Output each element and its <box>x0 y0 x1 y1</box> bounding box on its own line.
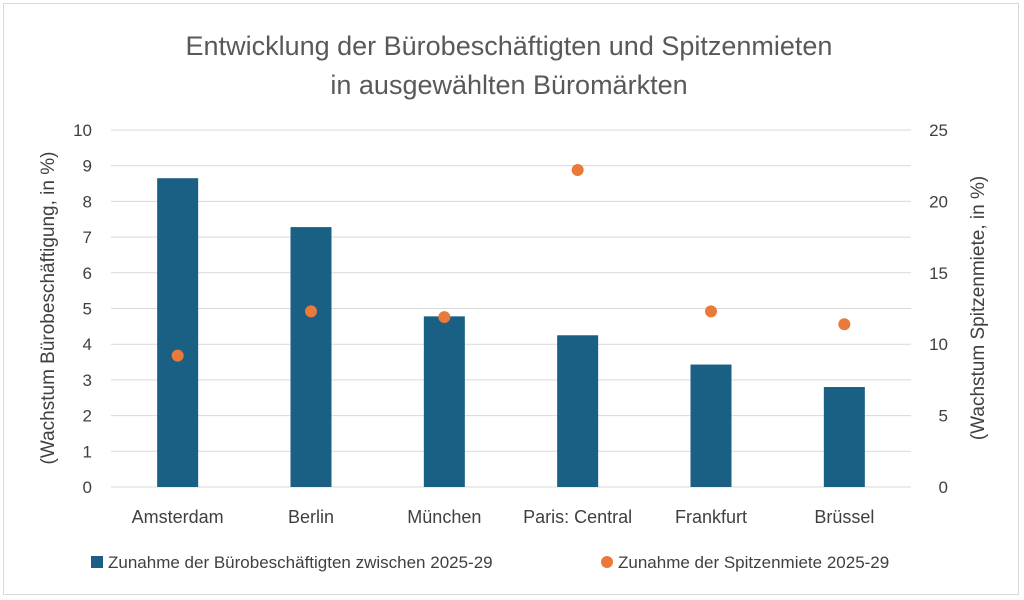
right-axis-ticks: 0 5 10 15 20 25 <box>929 121 948 497</box>
left-tick-label: 1 <box>83 442 92 461</box>
right-tick-label: 5 <box>939 407 948 426</box>
category-label: Paris: Central <box>523 507 632 527</box>
chart: Entwicklung der Bürobeschäftigten und Sp… <box>38 31 989 572</box>
chart-title-line-2: in ausgewählten Büromärkten <box>330 70 687 100</box>
left-axis-title: (Wachstum Bürobeschäftigung, in %) <box>38 152 59 465</box>
category-label: Frankfurt <box>675 507 747 527</box>
left-tick-label: 8 <box>83 192 92 211</box>
left-tick-label: 3 <box>83 371 92 390</box>
left-tick-label: 7 <box>83 228 92 247</box>
chart-title-line-1: Entwicklung der Bürobeschäftigten und Sp… <box>186 31 833 61</box>
left-tick-label: 10 <box>73 121 92 140</box>
scatter-point <box>838 318 851 331</box>
right-tick-label: 25 <box>929 121 948 140</box>
bar <box>290 227 332 487</box>
scatter-point <box>305 305 317 318</box>
bar <box>690 364 732 487</box>
right-tick-label: 15 <box>929 264 948 283</box>
bar <box>557 335 599 487</box>
category-labels: Amsterdam Berlin München Paris: Central Fran… <box>132 507 875 527</box>
gridlines <box>111 129 911 488</box>
left-tick-label: 9 <box>83 157 92 176</box>
scatter-point <box>705 305 717 318</box>
scatter-point <box>171 349 184 362</box>
legend-dot-label: Zunahme der Spitzenmiete 2025-29 <box>618 553 889 572</box>
category-label: München <box>407 507 481 527</box>
category-label: Brüssel <box>814 507 874 527</box>
left-axis-ticks: 0 1 2 3 4 5 6 7 8 9 10 <box>73 121 92 497</box>
left-tick-label: 0 <box>83 478 92 497</box>
chart-frame: Entwicklung der Bürobeschäftigten und Sp… <box>3 3 1019 595</box>
scatter-point <box>571 163 584 176</box>
bar <box>823 387 865 487</box>
left-tick-label: 4 <box>83 335 92 354</box>
scatter-series <box>171 163 851 362</box>
legend: Zunahme der Bürobeschäftigten zwischen 2… <box>91 553 889 572</box>
legend-bar-swatch <box>91 556 103 568</box>
left-tick-label: 2 <box>83 407 92 426</box>
right-tick-label: 20 <box>929 192 948 211</box>
right-tick-label: 0 <box>939 478 948 497</box>
right-tick-label: 10 <box>929 335 948 354</box>
category-label: Amsterdam <box>132 507 224 527</box>
bar <box>157 178 199 487</box>
left-tick-label: 6 <box>83 264 92 283</box>
legend-dot-swatch <box>601 556 613 568</box>
left-tick-label: 5 <box>83 300 92 319</box>
right-axis-title: (Wachstum Spitzenmiete, in %) <box>968 176 989 440</box>
category-label: Berlin <box>288 507 334 527</box>
bar-series <box>157 178 865 487</box>
legend-bar-label: Zunahme der Bürobeschäftigten zwischen 2… <box>108 553 493 572</box>
scatter-point <box>438 311 451 324</box>
bar <box>423 316 465 487</box>
